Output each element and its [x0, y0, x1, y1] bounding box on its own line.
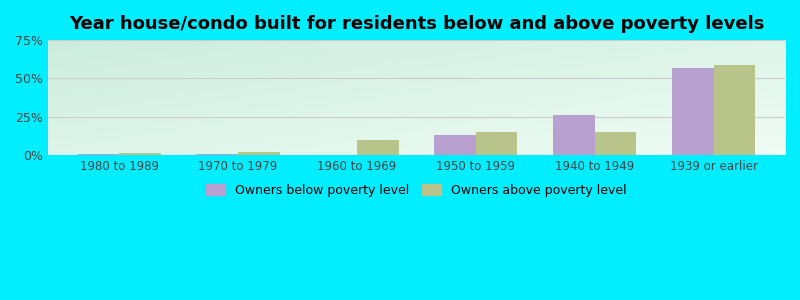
Bar — [78, 154, 119, 155]
Bar — [119, 154, 161, 155]
Title: Year house/condo built for residents below and above poverty levels: Year house/condo built for residents bel… — [69, 15, 764, 33]
Bar — [714, 64, 755, 155]
Bar — [357, 140, 398, 155]
Bar — [476, 132, 518, 155]
Bar — [594, 132, 636, 155]
Legend: Owners below poverty level, Owners above poverty level: Owners below poverty level, Owners above… — [202, 178, 631, 202]
Bar — [553, 115, 594, 155]
Bar — [238, 152, 280, 155]
Bar — [672, 68, 714, 155]
Bar — [434, 135, 476, 155]
Bar — [197, 154, 238, 155]
